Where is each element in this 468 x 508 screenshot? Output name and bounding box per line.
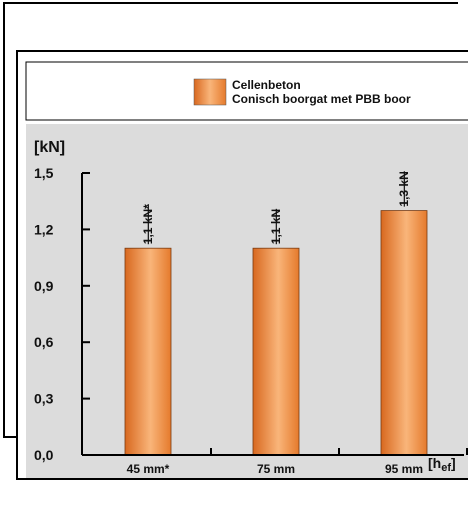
x-axis-title: [hef]: [428, 455, 456, 474]
y-tick-label: 0,3: [34, 391, 54, 407]
legend-line-1: Cellenbeton: [232, 78, 301, 92]
y-tick-label: 0,9: [34, 278, 54, 294]
y-axis-title: [kN]: [34, 139, 65, 156]
bar-chart: Cellenbeton Conisch boorgat met PBB boor…: [25, 61, 468, 478]
x-tick-label: 75 mm: [257, 462, 295, 476]
legend-line-2: Conisch boorgat met PBB boor: [232, 92, 411, 106]
legend-swatch: [193, 78, 227, 106]
bar-value-label: 1,3 kN: [397, 171, 411, 206]
bar: [252, 247, 300, 456]
x-tick-label: 95 mm: [385, 462, 423, 476]
bar-value-label: 1,1 kN: [269, 209, 283, 244]
y-tick-label: 1,2: [34, 221, 54, 237]
bar: [380, 210, 428, 456]
y-tick-label: 0,0: [34, 447, 54, 463]
legend-box: [25, 61, 468, 121]
bar: [124, 247, 172, 456]
y-tick-label: 1,5: [34, 165, 54, 181]
bar-value-label: 1,1 kN*: [141, 204, 155, 244]
y-tick-label: 0,6: [34, 334, 54, 350]
legend: Cellenbeton Conisch boorgat met PBB boor: [25, 61, 468, 121]
bars: 1,1 kN* 1,1 kN 1,3 kN: [124, 171, 428, 456]
x-tick-label: 45 mm*: [127, 462, 170, 476]
chart-panel: Cellenbeton Conisch boorgat met PBB boor…: [16, 50, 468, 480]
x-axis: 45 mm* 75 mm 95 mm: [82, 448, 468, 476]
